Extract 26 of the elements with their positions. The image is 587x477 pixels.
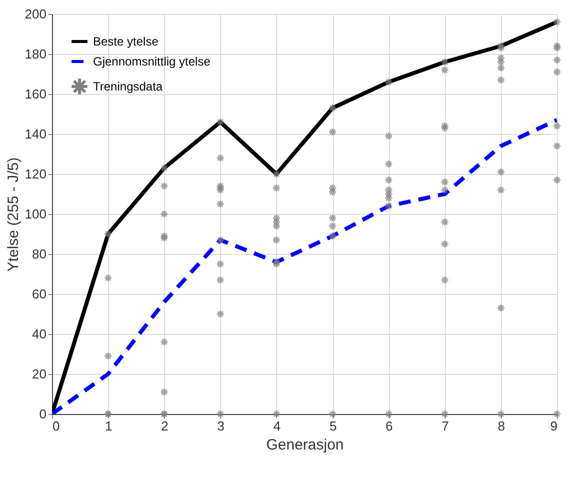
y-tick-label: 0 bbox=[39, 406, 46, 422]
y-tick-label: 60 bbox=[32, 286, 46, 302]
x-tick-label: 2 bbox=[161, 418, 168, 434]
x-tick-label: 4 bbox=[273, 418, 281, 434]
y-tick-label: 120 bbox=[24, 166, 46, 182]
x-tick-label: 8 bbox=[498, 418, 506, 434]
x-axis-title: Generasjon bbox=[266, 436, 344, 454]
y-tick-label: 100 bbox=[24, 206, 46, 222]
legend-label: Treningsdata bbox=[93, 80, 163, 94]
x-tick-label: 3 bbox=[217, 418, 224, 434]
y-tick-label: 20 bbox=[32, 366, 46, 382]
y-axis-title: Ytelse (255 - J/5) bbox=[4, 157, 22, 272]
x-tick-label: 0 bbox=[52, 418, 60, 434]
y-tick-label: 140 bbox=[24, 126, 46, 142]
x-tick-label: 7 bbox=[442, 418, 449, 434]
x-tick-label: 6 bbox=[386, 418, 393, 434]
legend-label: Gjennomsnittlig ytelse bbox=[93, 54, 211, 68]
x-tick-label: 1 bbox=[104, 418, 112, 434]
y-tick-label: 80 bbox=[32, 246, 46, 262]
x-tick-label: 5 bbox=[329, 418, 337, 434]
y-tick-label: 200 bbox=[24, 6, 46, 22]
legend-label: Beste ytelse bbox=[93, 34, 159, 48]
y-tick-label: 180 bbox=[24, 46, 46, 62]
x-tick-label: 9 bbox=[550, 418, 558, 434]
y-tick-label: 160 bbox=[24, 86, 46, 102]
y-tick-label: 40 bbox=[32, 326, 46, 342]
